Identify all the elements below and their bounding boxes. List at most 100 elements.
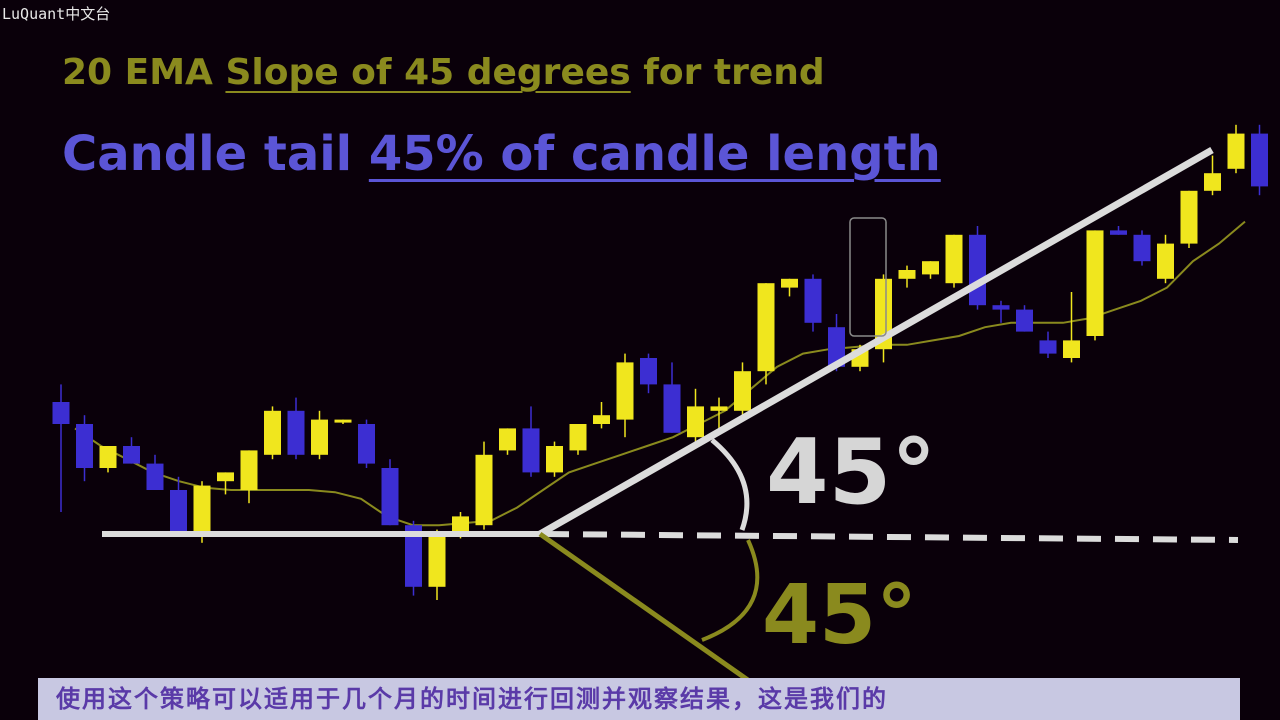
title-line-1-end: for trend (630, 52, 825, 93)
candle-body (969, 234, 986, 306)
candle (1016, 305, 1033, 332)
trendline-45 (538, 146, 1214, 538)
candle (381, 459, 399, 526)
candle-body (1110, 230, 1127, 235)
candle-body (922, 261, 939, 275)
candle (945, 234, 963, 288)
candle (593, 402, 610, 429)
candle (1157, 234, 1174, 284)
candle-body (734, 371, 751, 411)
candle (1227, 124, 1245, 174)
angle-label-upper: 45° (766, 420, 937, 525)
candle-body (804, 278, 822, 323)
candle-body (76, 424, 93, 468)
candle-body (123, 446, 140, 464)
candle (1251, 124, 1268, 196)
candle (546, 441, 563, 477)
candle-body (828, 327, 845, 367)
candle (804, 274, 822, 332)
candle (969, 226, 986, 310)
candle-body (640, 358, 657, 385)
candle (687, 388, 704, 442)
candle (616, 353, 634, 438)
candle (475, 441, 493, 530)
mirror-line (538, 531, 757, 688)
candle-body (710, 406, 728, 411)
candle-body (616, 362, 634, 420)
candle-body (264, 410, 281, 455)
candle-body (1039, 340, 1057, 354)
candle (240, 450, 258, 504)
title-line-2-start: Candle tail (62, 126, 369, 182)
highlight-box (849, 217, 887, 337)
annotation-layer (102, 146, 1239, 688)
candle-body (781, 278, 798, 288)
candle-body (522, 428, 540, 473)
title-line-1-underlined: Slope of 45 degrees (225, 52, 631, 93)
support-line-dashed-extension (544, 531, 1239, 543)
candle-body (52, 402, 70, 424)
candle-body (1016, 309, 1033, 332)
candle (710, 397, 728, 433)
candle-body (1133, 234, 1151, 262)
candle (334, 419, 352, 424)
candle (992, 300, 1010, 323)
candle-body (405, 525, 422, 587)
candle-body (687, 406, 704, 438)
candle (264, 406, 281, 460)
candle-body (240, 450, 258, 490)
candle-body (992, 305, 1010, 310)
title-line-1-start: 20 EMA (62, 52, 226, 93)
candle (76, 415, 93, 482)
candle-body (945, 234, 963, 284)
title-line-1: 20 EMA Slope of 45 degrees for trend (62, 52, 825, 93)
ema-20-line (74, 220, 1246, 527)
title-line-2: Candle tail 45% of candle length (62, 126, 941, 182)
candle (569, 424, 587, 455)
candle (1133, 230, 1151, 266)
candle-body (1180, 190, 1198, 244)
candle (499, 428, 516, 455)
candle-body (663, 384, 681, 433)
candle (358, 419, 375, 468)
candle-body (334, 419, 352, 423)
candle-body (146, 463, 164, 490)
candle (1063, 292, 1080, 363)
candle-body (452, 516, 469, 534)
candle (522, 406, 540, 477)
candle (781, 278, 798, 297)
candle (875, 274, 892, 363)
candle-body (1251, 133, 1268, 187)
candle (640, 353, 657, 394)
candle-body (1157, 243, 1174, 279)
candle (123, 437, 140, 464)
candle-body (757, 283, 775, 372)
candle-body (193, 485, 211, 534)
candle-body (381, 468, 399, 526)
candle-body (1063, 340, 1080, 358)
candle (99, 446, 117, 473)
candle-body (475, 454, 493, 526)
candle-body (1204, 173, 1221, 191)
candle-body (99, 446, 117, 468)
candle-body (898, 270, 916, 279)
candle (52, 384, 70, 512)
watermark-text: LuQuant中文台 (2, 5, 111, 23)
candle-body (358, 424, 375, 464)
candle (217, 472, 234, 495)
upper-angle-arc (710, 438, 750, 531)
candle-body (1086, 230, 1104, 336)
candle-body (428, 534, 446, 587)
candle (146, 454, 164, 490)
candle-body (593, 415, 610, 424)
candle-body (287, 410, 305, 455)
candle-body (217, 472, 234, 482)
candle (287, 397, 305, 460)
candle (1110, 226, 1127, 235)
candle (1086, 230, 1104, 341)
candle-body (170, 490, 187, 534)
candle (311, 410, 328, 460)
candle (1180, 190, 1198, 248)
candle (898, 265, 916, 288)
